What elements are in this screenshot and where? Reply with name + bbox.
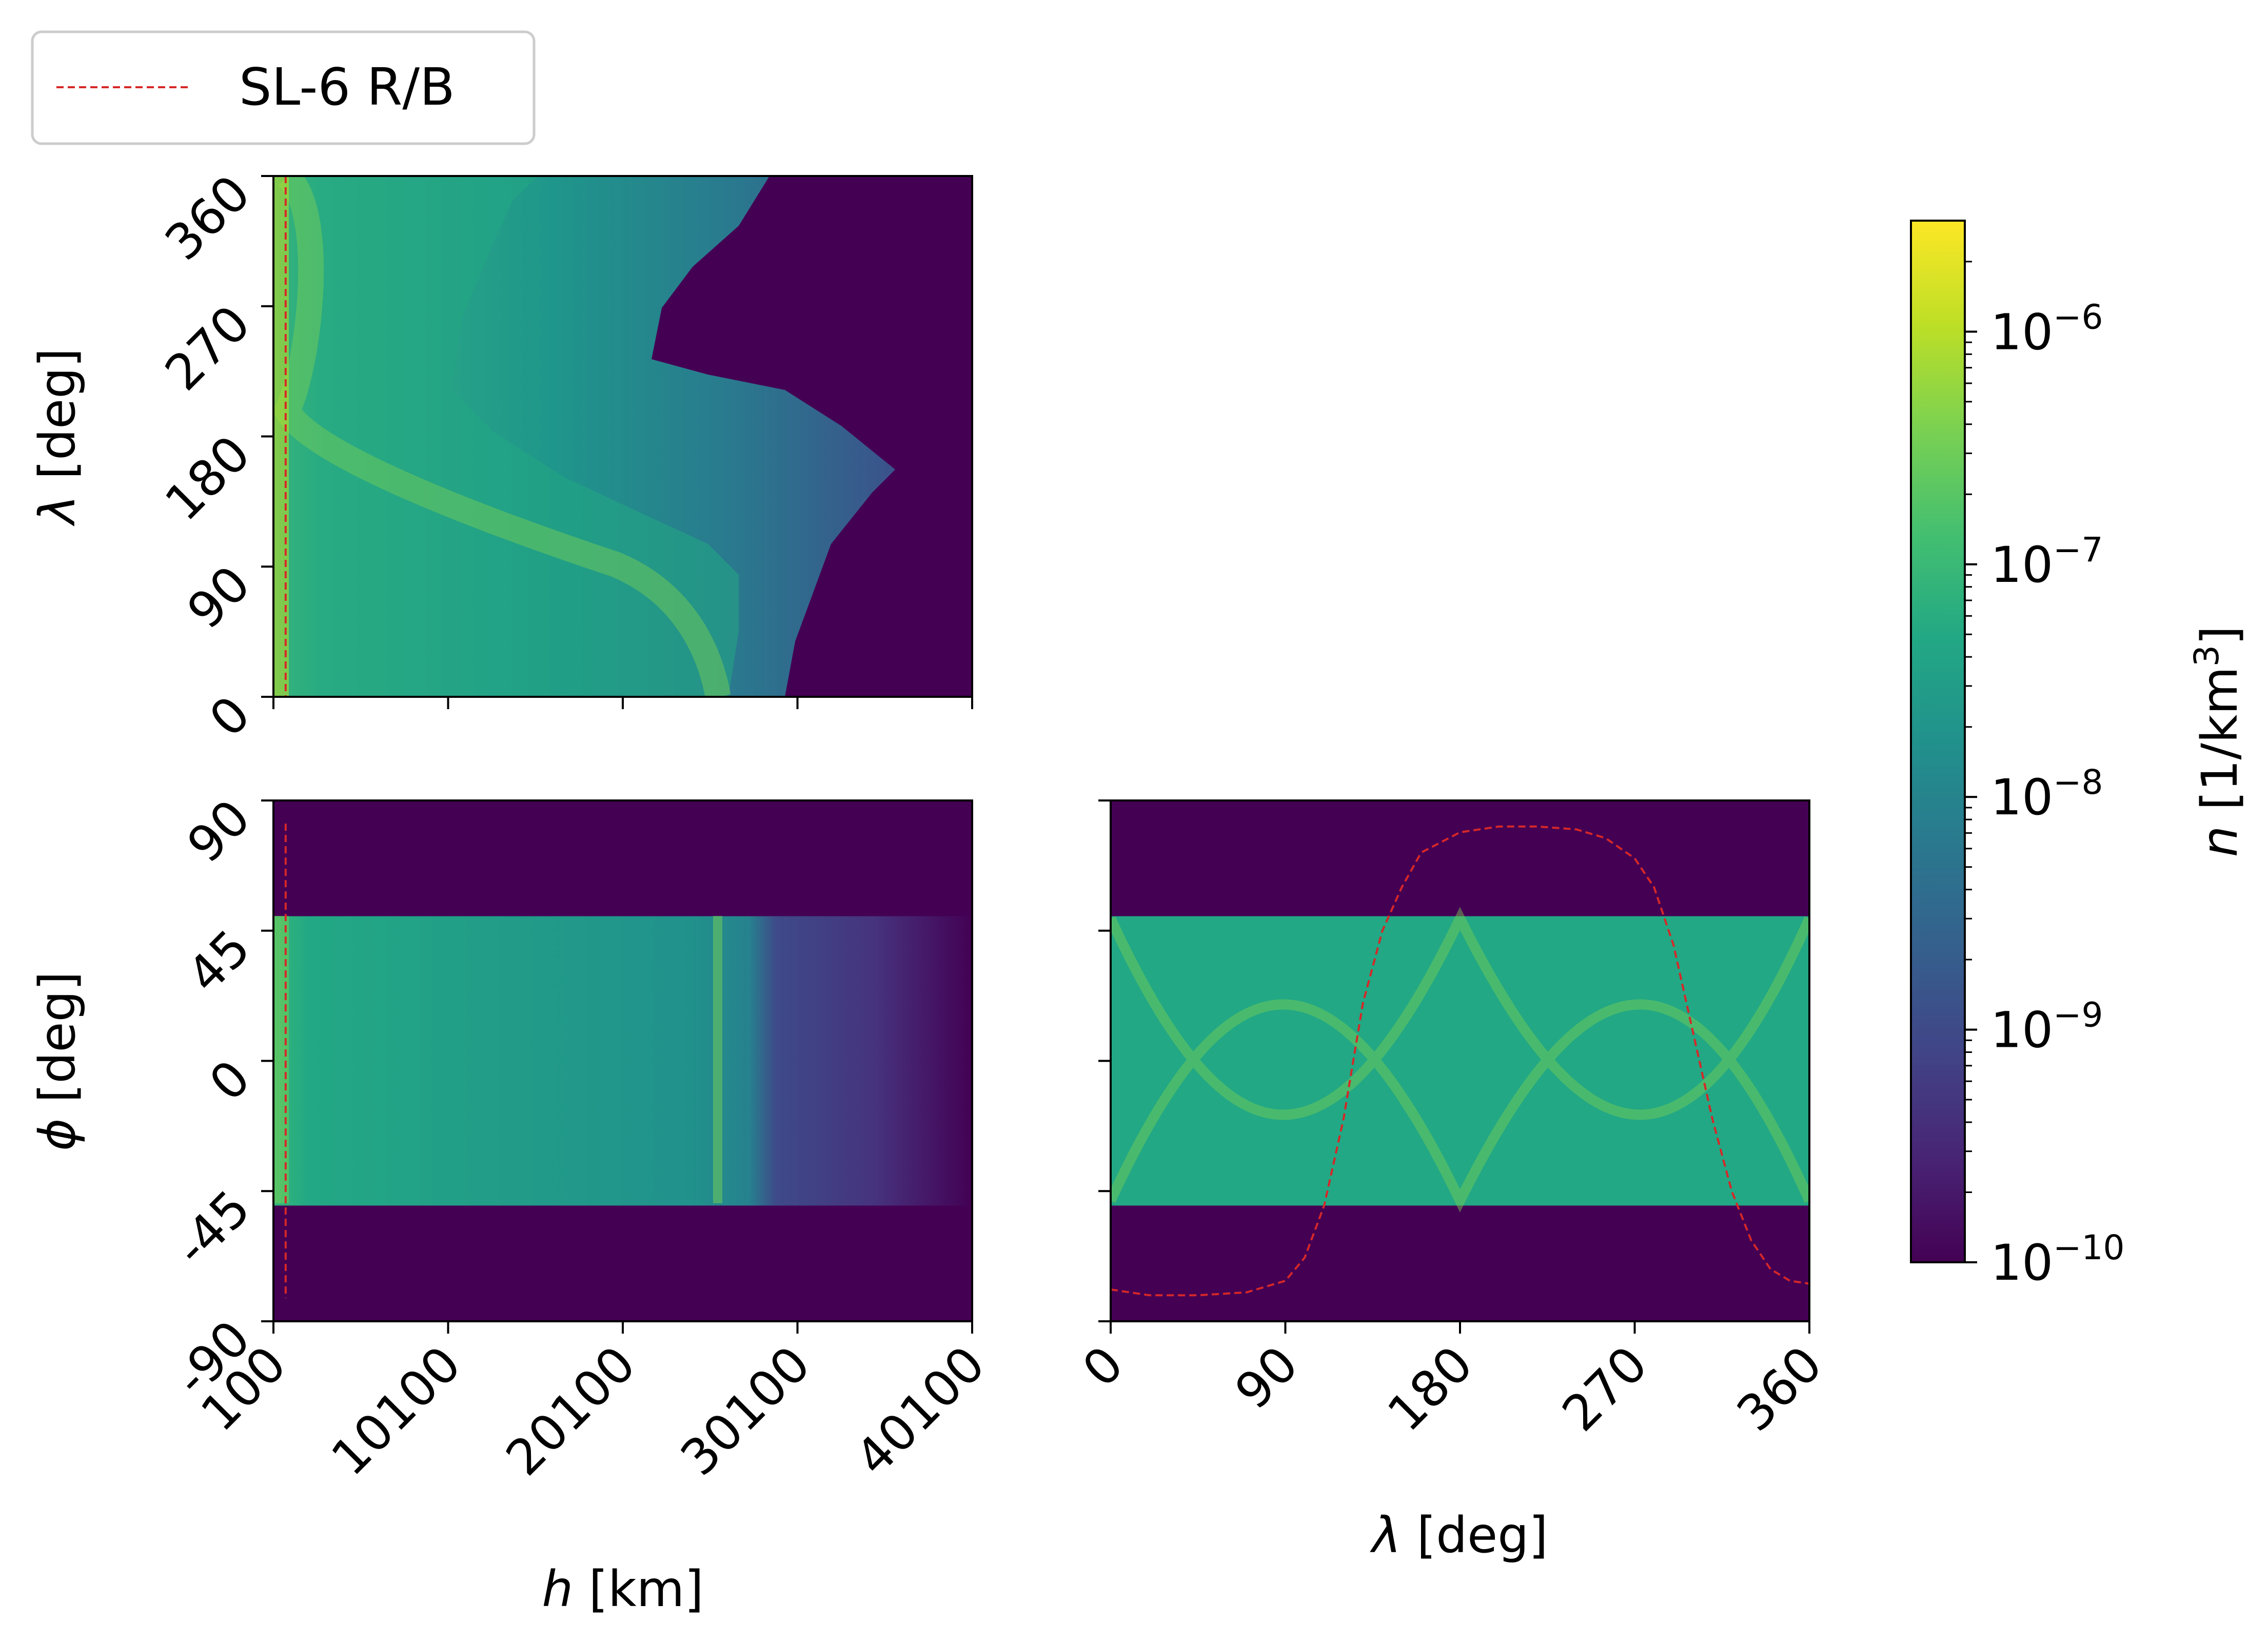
y-tick-label: 90 [176,555,262,640]
y-tick-label: 90 [176,789,262,874]
panel-longitude-latitude: 0 90 180 270 360 λ [deg] [1072,799,1833,1564]
colorbar-label: n [1/km3] [2187,626,2249,857]
y-tick-label: 270 [154,295,262,402]
y-tick-label: 0 [199,1049,261,1112]
x-tick-label: 30100 [670,1335,821,1487]
y-tick-label: 0 [199,685,261,748]
x-tick-label: 90 [1224,1335,1309,1420]
heatmap-crossing-tracks [1111,907,1809,1213]
heatmap-bright-arc [273,176,731,697]
legend: SL-6 R/B [31,30,536,145]
colorbar-tick-label: 10−10 [1990,1228,2124,1292]
legend-box [31,30,536,145]
colorbar: 10−10 10−9 10−8 10−7 10−6 n [1/km3] [1910,220,2249,1292]
x-axis-label-longitude: λ [deg] [1369,1507,1548,1564]
x-tick-label: 180 [1377,1335,1484,1442]
x-axis-label-altitude: h [km] [542,1560,703,1618]
y-tick-label: 180 [154,425,262,532]
x-tick-label: 360 [1726,1335,1833,1442]
sl6rb-reference-curve [1111,825,1809,1297]
heatmap-bright-column [713,916,722,1203]
heatmap-latitude-band [1111,916,1809,1206]
colorbar-tick-label: 10−7 [1990,530,2103,594]
x-tick-label: 10100 [321,1335,472,1487]
y-axis-label-longitude: λ [deg] [29,348,86,526]
panel-altitude-longitude: 0 90 180 270 360 λ [deg] [29,164,973,748]
x-tick-label: 20100 [495,1335,646,1487]
colorbar-tick-label: 10−8 [1990,763,2103,826]
x-tick-label: 270 [1551,1335,1659,1442]
x-tick-label: 40100 [844,1335,996,1487]
y-tick-label: 45 [176,919,262,1004]
colorbar-gradient [1910,220,1966,1263]
colorbar-tick-label: 10−6 [1990,297,2103,361]
colorbar-ticks: 10−10 10−9 10−8 10−7 10−6 [1965,261,2124,1292]
legend-label-sl6rb: SL-6 R/B [239,57,455,117]
colorbar-tick-label: 10−9 [1990,995,2103,1059]
y-tick-label: -45 [164,1179,261,1277]
heatmap-low-altitude-edge [273,916,289,1203]
heatmap-inner-region [273,176,739,697]
y-tick-label: 360 [154,164,262,271]
y-axis-label-latitude: ϕ [deg] [29,971,86,1151]
x-tick-label: 0 [1072,1335,1134,1398]
heatmap-latitude-band [273,916,972,1206]
